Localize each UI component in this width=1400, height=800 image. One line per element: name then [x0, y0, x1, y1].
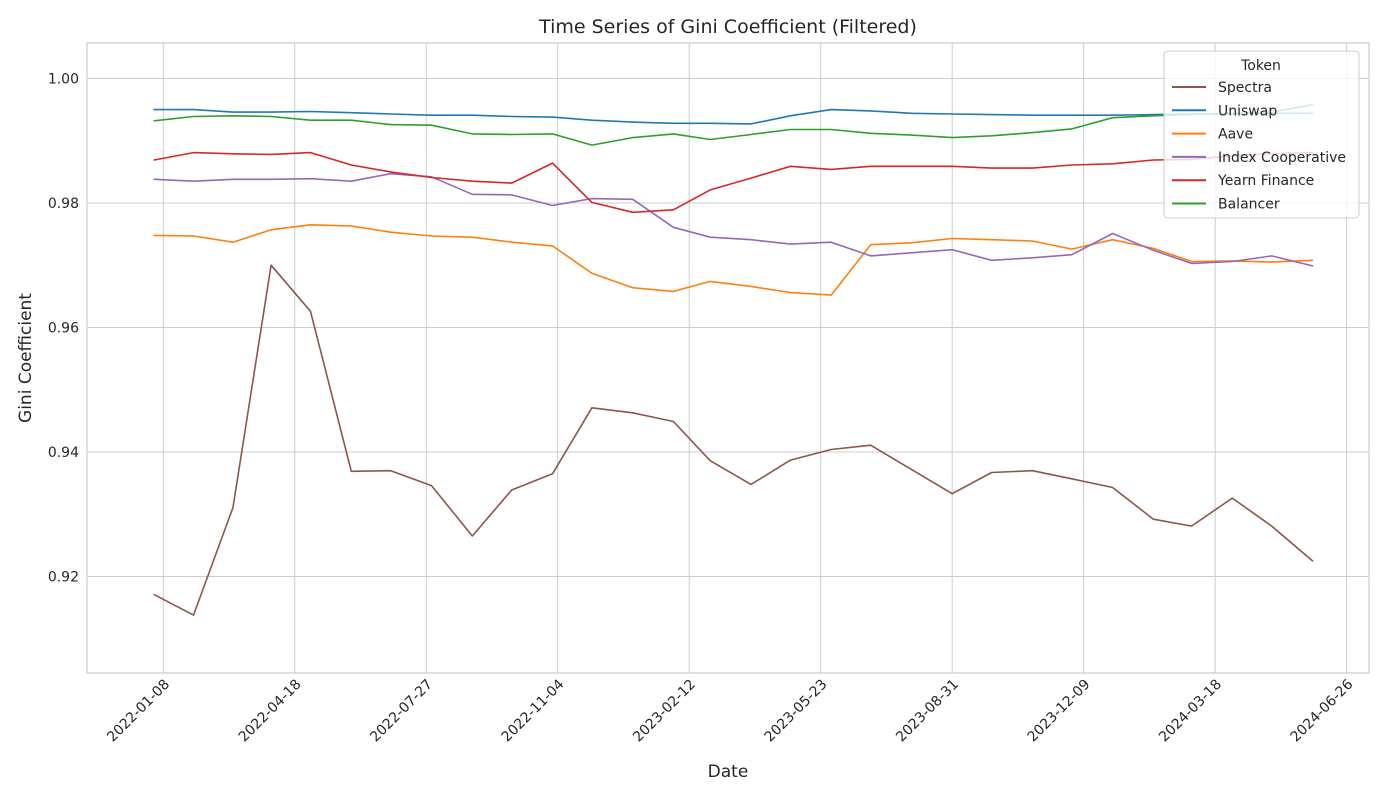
x-tick-label: 2023-12-09 — [1025, 677, 1094, 746]
x-tick-label: 2022-11-04 — [499, 676, 568, 745]
plot-area — [87, 43, 1369, 673]
y-tick-label: 0.96 — [48, 320, 79, 336]
y-axis-label: Gini Coefficient — [16, 293, 36, 423]
legend: Token Spectra Uniswap Aave Index Cooperativ… — [1163, 50, 1360, 219]
grid-lines — [87, 43, 1369, 673]
x-tick-label: 2024-06-26 — [1288, 676, 1357, 745]
series-lines — [153, 103, 1314, 616]
legend-items: Spectra Uniswap Aave Index Cooperative Yearn… — [1172, 80, 1346, 213]
y-tick-labels: 0.92 0.94 0.96 0.98 1.00 — [48, 71, 79, 585]
x-tick-label: 2023-08-31 — [893, 677, 962, 746]
x-tick-label: 2022-01-08 — [104, 677, 173, 746]
x-tick-label: 2024-03-18 — [1156, 677, 1225, 746]
y-tick-label: 0.94 — [48, 445, 79, 461]
chart-title: Time Series of Gini Coefficient (Filtere… — [538, 16, 917, 38]
legend-title: Token — [1240, 58, 1281, 74]
x-axis-label: Date — [708, 762, 749, 782]
y-tick-label: 0.98 — [48, 196, 79, 212]
x-tick-label: 2022-04-18 — [236, 677, 305, 746]
plot-frame — [86, 42, 1370, 674]
series-line-aave — [153, 224, 1314, 296]
legend-label: Aave — [1218, 127, 1253, 143]
legend-label: Index Cooperative — [1218, 150, 1346, 166]
x-tick-label: 2023-05-23 — [762, 677, 831, 746]
legend-label: Yearn Finance — [1217, 173, 1314, 189]
series-line-uniswap — [153, 108, 1314, 125]
legend-label: Balancer — [1218, 197, 1280, 213]
y-tick-label: 1.00 — [48, 71, 79, 87]
series-line-yearn-finance — [153, 151, 1314, 214]
series-line-index-cooperative — [153, 172, 1314, 267]
legend-box — [1163, 50, 1360, 219]
x-tick-label: 2023-02-12 — [630, 677, 699, 746]
x-tick-label: 2022-07-27 — [367, 677, 436, 746]
legend-label: Spectra — [1218, 80, 1272, 96]
x-tick-labels: 2022-01-08 2022-04-18 2022-07-27 2022-11-04… — [104, 676, 1356, 745]
series-line-spectra — [153, 264, 1314, 616]
legend-label: Uniswap — [1218, 103, 1277, 119]
y-tick-label: 0.92 — [48, 570, 79, 586]
series-line-balancer — [153, 103, 1314, 146]
